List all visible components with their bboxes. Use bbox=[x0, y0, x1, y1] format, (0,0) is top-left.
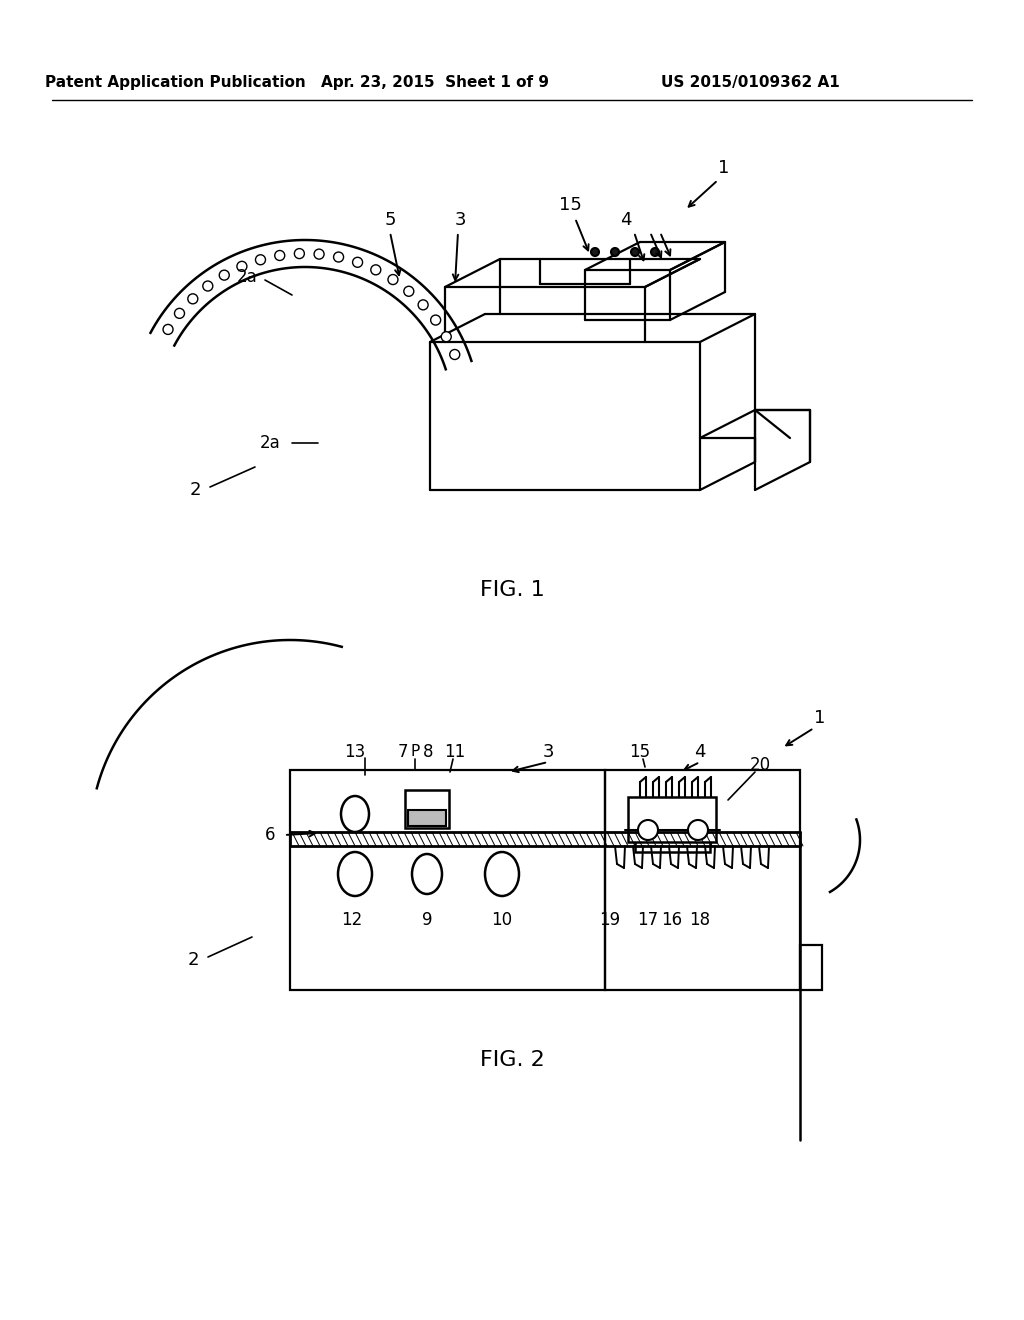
Circle shape bbox=[237, 261, 247, 272]
Ellipse shape bbox=[341, 796, 369, 832]
Circle shape bbox=[418, 300, 428, 310]
Text: 2a: 2a bbox=[260, 434, 281, 451]
Circle shape bbox=[314, 249, 324, 259]
Text: 3: 3 bbox=[455, 211, 466, 228]
Text: 15: 15 bbox=[630, 743, 650, 762]
Text: US 2015/0109362 A1: US 2015/0109362 A1 bbox=[660, 74, 840, 90]
Text: 11: 11 bbox=[444, 743, 466, 762]
Text: 8: 8 bbox=[423, 743, 433, 762]
Text: 2a: 2a bbox=[237, 268, 257, 286]
Bar bbox=[635, 800, 710, 851]
Circle shape bbox=[219, 271, 229, 280]
Text: P: P bbox=[411, 744, 420, 759]
Circle shape bbox=[688, 820, 708, 840]
Ellipse shape bbox=[485, 851, 519, 896]
Circle shape bbox=[651, 248, 659, 256]
Text: 1: 1 bbox=[718, 158, 730, 177]
Bar bbox=[408, 810, 446, 826]
Bar bbox=[406, 789, 449, 828]
Text: FIG. 2: FIG. 2 bbox=[479, 1049, 545, 1071]
Bar bbox=[290, 770, 605, 990]
Text: 5: 5 bbox=[384, 211, 395, 228]
Circle shape bbox=[334, 252, 344, 263]
Bar bbox=[800, 945, 822, 990]
Circle shape bbox=[388, 275, 398, 285]
Circle shape bbox=[431, 315, 440, 325]
Circle shape bbox=[294, 248, 304, 259]
Text: 4: 4 bbox=[621, 211, 632, 228]
Circle shape bbox=[255, 255, 265, 265]
Circle shape bbox=[403, 286, 414, 296]
Text: 13: 13 bbox=[344, 743, 366, 762]
Text: 16: 16 bbox=[662, 911, 683, 929]
Text: 20: 20 bbox=[750, 756, 771, 774]
Text: 3: 3 bbox=[543, 743, 554, 762]
Circle shape bbox=[638, 820, 658, 840]
Text: 7: 7 bbox=[397, 743, 409, 762]
Circle shape bbox=[274, 251, 285, 260]
Circle shape bbox=[352, 257, 362, 267]
Text: 17: 17 bbox=[637, 911, 658, 929]
Circle shape bbox=[174, 309, 184, 318]
Text: 10: 10 bbox=[492, 911, 513, 929]
Ellipse shape bbox=[412, 854, 442, 894]
Circle shape bbox=[441, 331, 452, 342]
Circle shape bbox=[203, 281, 213, 290]
Circle shape bbox=[591, 248, 599, 256]
Text: 12: 12 bbox=[341, 911, 362, 929]
Text: 2: 2 bbox=[187, 950, 199, 969]
Text: 1: 1 bbox=[814, 709, 825, 727]
Circle shape bbox=[631, 248, 639, 256]
Ellipse shape bbox=[338, 851, 372, 896]
Circle shape bbox=[611, 248, 618, 256]
Bar bbox=[628, 797, 716, 842]
Bar bbox=[605, 770, 800, 990]
Text: Apr. 23, 2015  Sheet 1 of 9: Apr. 23, 2015 Sheet 1 of 9 bbox=[321, 74, 549, 90]
Circle shape bbox=[450, 350, 460, 359]
Text: 15: 15 bbox=[558, 195, 582, 214]
Text: 2: 2 bbox=[189, 480, 201, 499]
Circle shape bbox=[371, 265, 381, 275]
Text: 18: 18 bbox=[689, 911, 711, 929]
Text: 6: 6 bbox=[265, 826, 275, 843]
Circle shape bbox=[187, 294, 198, 304]
Text: FIG. 1: FIG. 1 bbox=[479, 579, 545, 601]
Text: 9: 9 bbox=[422, 911, 432, 929]
Text: 4: 4 bbox=[694, 743, 706, 762]
Circle shape bbox=[163, 325, 173, 334]
Text: Patent Application Publication: Patent Application Publication bbox=[45, 74, 305, 90]
Text: 19: 19 bbox=[599, 911, 621, 929]
